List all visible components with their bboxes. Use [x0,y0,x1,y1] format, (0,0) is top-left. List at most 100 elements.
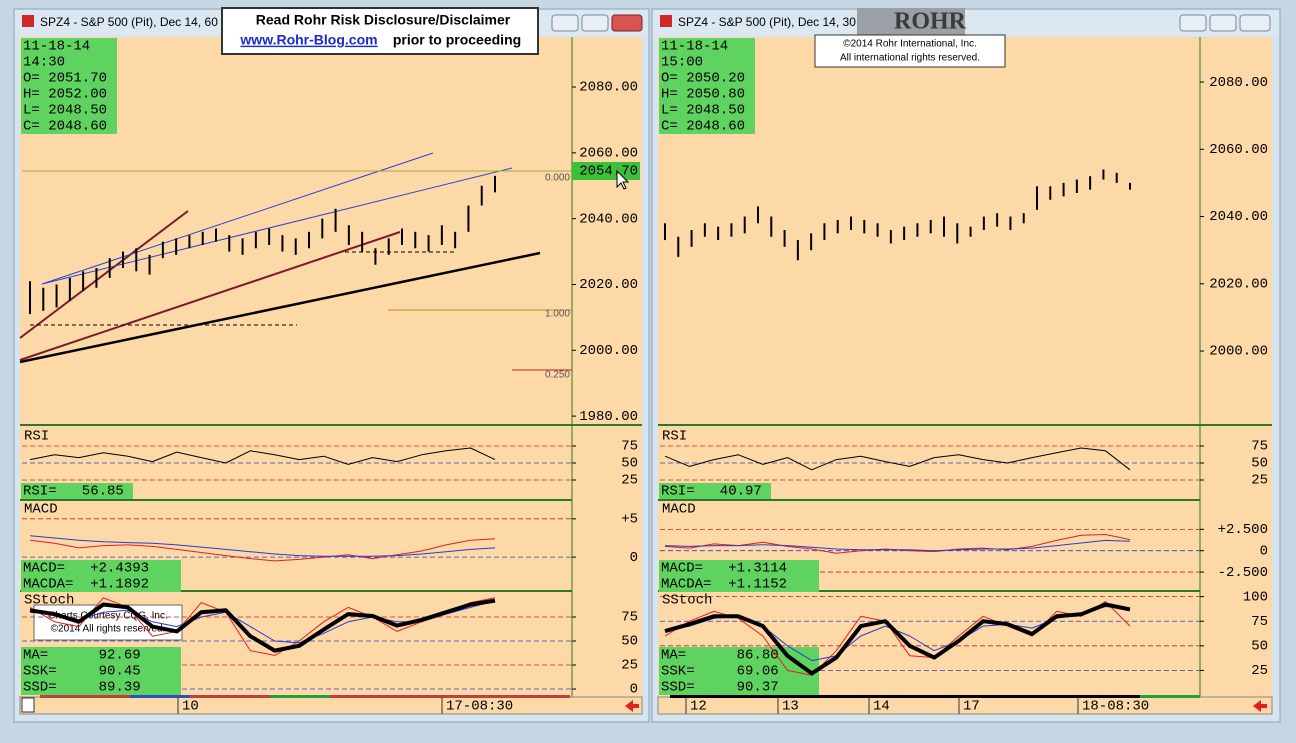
trend-line [19,231,401,361]
readout-text: C= 2048.60 [661,119,745,135]
panel-title: RSI [24,429,49,445]
scroll-arrow[interactable] [1253,700,1267,712]
indicator-line [29,535,496,557]
readout-box [659,560,819,592]
y-tick-label: 0 [630,682,638,698]
minimize-button[interactable] [1179,14,1207,32]
readout-text: SSD= 89.39 [23,680,141,696]
chart-area [658,37,1272,697]
trend-line [19,210,189,339]
x-tick-label: 17 [963,699,980,715]
fib-label: 0.000 [545,173,570,184]
readout-box [659,38,755,134]
y-tick-label: 100 [1243,589,1268,605]
readout-text: H= 2050.80 [661,87,745,103]
panel-title: SStoch [662,593,712,609]
readout-text: C= 2048.60 [23,119,107,135]
y-tick-label: 0 [630,550,638,566]
x-tick-label: 18-08:30 [1082,699,1149,715]
copyright-box [814,34,1006,68]
readout-text: MA= 92.69 [23,648,141,664]
session-strip [130,695,190,698]
readout-text: L= 2048.50 [23,103,107,119]
y-tick-label: 75 [621,610,638,626]
session-strip [670,695,1140,698]
left-window: SPZ4 - S&P 500 (Pit), Dec 14, 60 Min Cha… [13,8,650,723]
app-icon [660,15,672,27]
y-tick-label: -2.500 [1218,565,1268,581]
time-axis [19,696,643,715]
indicator-line [664,539,1131,552]
y-tick-label: 25 [621,473,638,489]
y-tick-label: 2000.00 [1209,344,1268,360]
copyright-text: All international rights reserved. [840,53,980,64]
close-button[interactable] [611,14,643,32]
y-tick-label: 2080.00 [579,80,638,96]
fib-label: 0.250 [545,370,570,381]
title-bar [653,10,1279,36]
y-tick-label: 2020.00 [1209,276,1268,292]
x-tick-label: 17-08:30 [446,699,513,715]
y-tick-label: 2020.00 [579,277,638,293]
indicator-line [29,598,496,653]
readout-text: SSK= 69.06 [661,664,779,680]
y-tick-label: 50 [1251,639,1268,655]
chart-area [20,37,642,697]
y-tick-label: 2040.00 [1209,209,1268,225]
credit-text: ©2014 All rights reserved. [51,624,166,635]
banner-box [221,7,539,55]
x-tick-label: 14 [873,699,890,715]
panel-title: SStoch [24,593,74,609]
panel-title: MACD [662,502,696,518]
close-button[interactable] [1239,14,1271,32]
y-tick-label: 50 [621,456,638,472]
readout-box [21,38,117,134]
readout-text: RSI= 40.97 [661,484,762,500]
y-tick-label: 2000.00 [579,343,638,359]
readout-text: 11-18-14 [661,39,728,55]
trend-line [19,251,541,364]
y-tick-label: 25 [621,658,638,674]
readout-text: O= 2050.20 [661,71,745,87]
readout-box [21,647,181,695]
maximize-button[interactable] [581,14,609,32]
readout-text: MACD= +2.4393 [23,561,149,577]
session-strip [270,695,330,698]
indicator-line [664,601,1131,676]
window-title: SPZ4 - S&P 500 (Pit), Dec 14, 60 Min [40,15,241,29]
credit-text: Charts Courtesy CQG, Inc. [48,611,167,622]
trend-line [41,152,434,285]
y-tick-label: 2060.00 [1209,142,1268,158]
y-tick-label: +2.500 [1218,522,1268,538]
readout-text: MACD= +1.3114 [661,561,787,577]
minimize-button[interactable] [551,14,579,32]
panel-title: MACD [24,502,58,518]
last-price-box [572,162,640,180]
maximize-button[interactable] [1209,14,1237,32]
indicator-line [29,538,496,562]
y-tick-label: +5 [621,512,638,528]
scroll-box[interactable] [21,697,35,713]
app-icon [22,15,34,27]
scroll-arrow[interactable] [625,700,639,712]
cursor [616,169,630,190]
readout-text: L= 2048.50 [661,103,745,119]
indicator-line [29,447,496,465]
x-tick-label: 12 [690,699,707,715]
readout-text: 15:00 [661,55,703,71]
readout-box [659,483,771,499]
logo: ROHR [894,9,967,35]
x-tick-label: 10 [182,699,199,715]
readout-box [21,560,181,592]
indicator-line [29,597,496,656]
y-tick-label: 2040.00 [579,211,638,227]
readout-text: 14:30 [23,55,65,71]
banner-link[interactable]: www.Rohr-Blog.com [239,32,377,48]
y-tick-label: 2060.00 [579,146,638,162]
last-price: 2054.70 [579,164,638,180]
readout-text: H= 2052.00 [23,87,107,103]
indicator-line [664,447,1131,471]
banner-heading: Read Rohr Risk Disclosure/Disclaimer [256,12,511,28]
y-tick-label: 75 [1251,614,1268,630]
